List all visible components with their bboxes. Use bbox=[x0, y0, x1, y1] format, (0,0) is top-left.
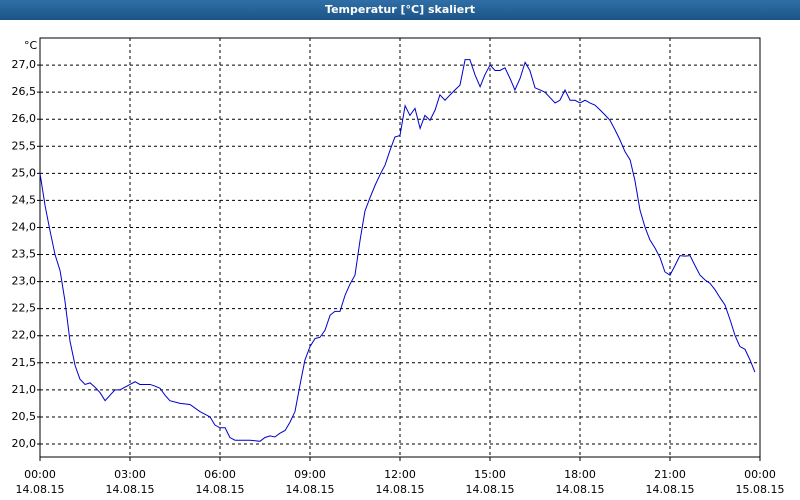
x-tick-date: 14.08.15 bbox=[646, 483, 695, 496]
y-tick-label: 21,5 bbox=[12, 356, 37, 369]
chart-title: Temperatur [°C] skaliert bbox=[325, 3, 475, 16]
x-tick-label: 09:00 bbox=[294, 468, 326, 481]
x-tick-date: 14.08.15 bbox=[286, 483, 335, 496]
x-tick-label: 00:00 bbox=[24, 468, 56, 481]
title-bar bbox=[0, 0, 800, 20]
x-tick-date: 14.08.15 bbox=[106, 483, 155, 496]
y-tick-label: 25,0 bbox=[12, 166, 37, 179]
y-tick-label: 26,5 bbox=[12, 85, 37, 98]
x-tick-label: 03:00 bbox=[114, 468, 146, 481]
y-tick-label: 24,5 bbox=[12, 193, 37, 206]
y-tick-label: 21,0 bbox=[12, 383, 37, 396]
x-tick-date: 15.08.15 bbox=[736, 483, 785, 496]
y-tick-label: 23,0 bbox=[12, 275, 37, 288]
x-tick-label: 18:00 bbox=[564, 468, 596, 481]
y-tick-label: 24,0 bbox=[12, 220, 37, 233]
x-tick-label: 12:00 bbox=[384, 468, 416, 481]
x-tick-label: 21:00 bbox=[654, 468, 686, 481]
y-axis-unit: °C bbox=[24, 39, 38, 52]
y-tick-label: 20,5 bbox=[12, 410, 37, 423]
y-tick-label: 25,5 bbox=[12, 139, 37, 152]
x-tick-date: 14.08.15 bbox=[556, 483, 605, 496]
y-tick-label: 22,5 bbox=[12, 302, 37, 315]
y-tick-label: 22,0 bbox=[12, 329, 37, 342]
data-line bbox=[39, 59, 756, 442]
x-tick-label: 15:00 bbox=[474, 468, 506, 481]
x-tick-label: 06:00 bbox=[204, 468, 236, 481]
x-tick-date: 14.08.15 bbox=[376, 483, 425, 496]
x-tick-date: 14.08.15 bbox=[466, 483, 515, 496]
y-tick-label: 26,0 bbox=[12, 112, 37, 125]
x-tick-label: 00:00 bbox=[744, 468, 776, 481]
y-tick-label: 27,0 bbox=[12, 58, 37, 71]
y-tick-label: 20,0 bbox=[12, 437, 37, 450]
y-tick-label: 23,5 bbox=[12, 248, 37, 261]
x-tick-date: 14.08.15 bbox=[16, 483, 65, 496]
x-tick-date: 14.08.15 bbox=[196, 483, 245, 496]
